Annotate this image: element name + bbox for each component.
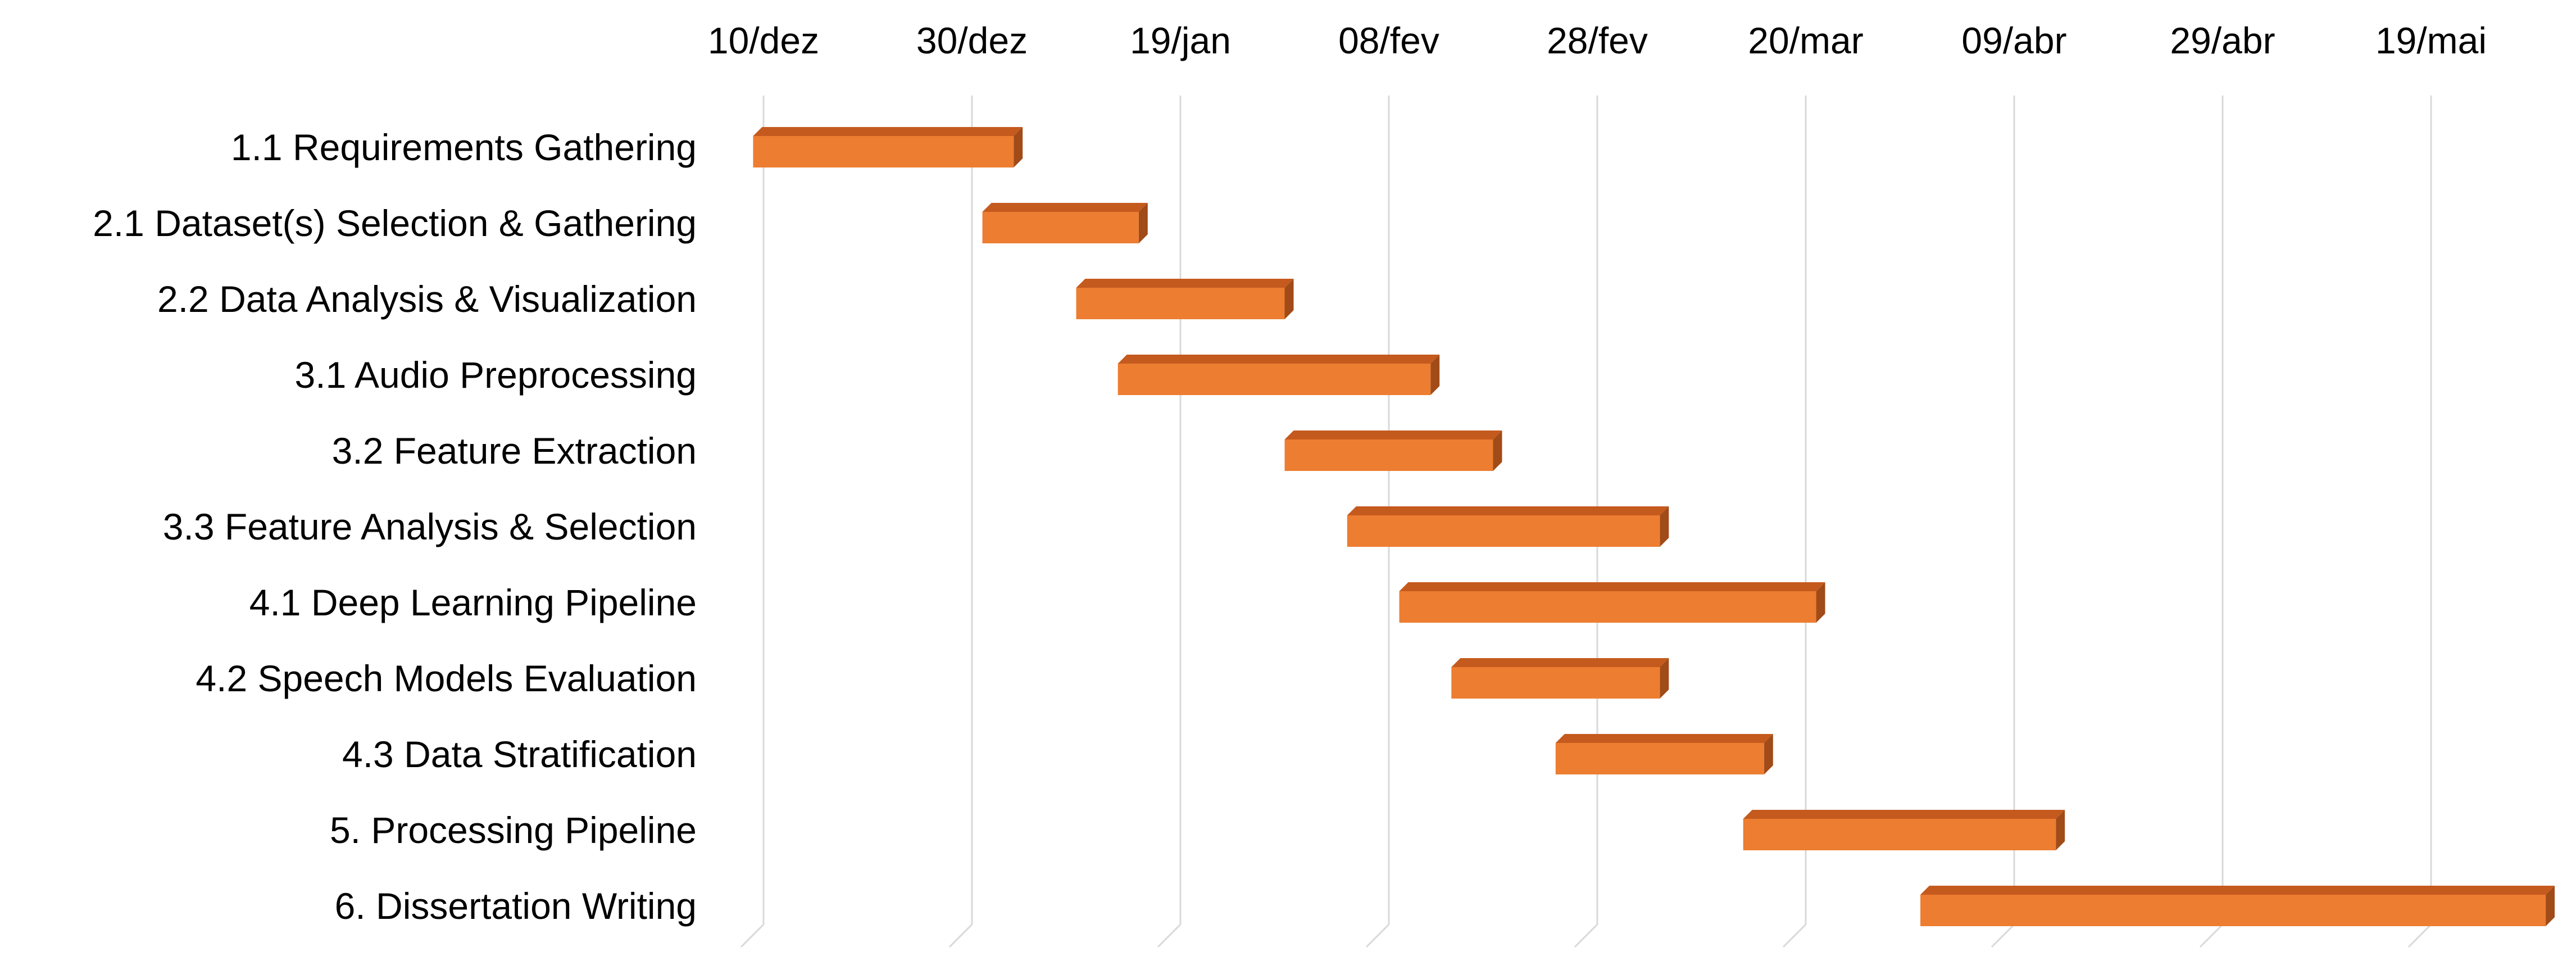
task-bar-top [1555, 734, 1773, 743]
task-bar-4-2-speech-models-evaluation [1451, 658, 1669, 699]
task-bar-top [1451, 658, 1669, 667]
task-bar-5-processing-pipeline [1743, 810, 2065, 850]
x-axis-ticks: 10/dez 30/dez 19/jan 08/fev 28/fev 20/mar 09/a… [708, 20, 2487, 61]
task-bar-side [2056, 810, 2065, 850]
task-bar-face [1076, 288, 1285, 319]
task-bar-side [1430, 355, 1440, 395]
task-bar-face [1347, 515, 1660, 547]
task-bar-face [1117, 364, 1431, 395]
gridline-foot-28-fev [1574, 923, 1598, 948]
task-bar-face [982, 212, 1139, 243]
task-bar-face [1451, 667, 1660, 699]
task-label: 4.3 Data Stratification [342, 733, 697, 775]
x-tick-label: 09/abr [1961, 20, 2066, 61]
task-bar-top [753, 127, 1023, 136]
task-bar-top [1117, 355, 1440, 364]
task-bar-4-3-data-stratification [1555, 734, 1773, 774]
task-bar-face [1920, 895, 2546, 926]
gridline-foot-10-dez [740, 923, 765, 948]
task-bar-side [1816, 582, 1825, 623]
task-bar-side [1493, 430, 1502, 471]
task-bar-top [1743, 810, 2065, 819]
task-label: 4.1 Deep Learning Pipeline [249, 582, 697, 623]
task-bar-side [2546, 886, 2555, 926]
x-tick-label: 10/dez [708, 20, 819, 61]
task-bar-side [1764, 734, 1773, 774]
task-bar-face [1399, 591, 1816, 623]
task-bars [753, 127, 2555, 926]
task-bar-top [1076, 279, 1294, 288]
gridline-foot-19-jan [1157, 923, 1182, 948]
x-tick-label: 30/dez [916, 20, 1028, 61]
task-bar-side [1138, 203, 1148, 243]
task-label: 3.2 Feature Extraction [332, 430, 697, 472]
task-label: 2.2 Data Analysis & Visualization [157, 278, 697, 320]
gridline-foot-19-mai [2407, 923, 2432, 948]
gridline-foot-20-mar [1782, 923, 1807, 948]
task-bar-top [1920, 886, 2555, 895]
gridline-foot-09-abr [1991, 923, 2015, 948]
x-tick-label: 29/abr [2170, 20, 2275, 61]
x-tick-label: 28/fev [1547, 20, 1648, 61]
gridline-foot-08-fev [1365, 923, 1390, 948]
task-bar-top [1347, 506, 1669, 515]
task-bar-face [1555, 743, 1764, 774]
task-bar-3-2-feature-extraction [1284, 430, 1502, 471]
x-tick-label: 19/mai [2375, 20, 2487, 61]
task-bar-4-1-deep-learning-pipeline [1399, 582, 1825, 623]
task-bar-top [1284, 430, 1502, 439]
task-bar-side [1284, 279, 1294, 319]
task-bar-face [1743, 819, 2056, 850]
gridline-foot-30-dez [948, 923, 973, 948]
x-tick-label: 08/fev [1338, 20, 1439, 61]
task-label: 5. Processing Pipeline [330, 809, 697, 851]
task-label: 2.1 Dataset(s) Selection & Gathering [93, 202, 697, 244]
task-bar-side [1660, 506, 1669, 547]
task-label: 6. Dissertation Writing [335, 885, 697, 927]
task-label: 4.2 Speech Models Evaluation [196, 658, 697, 699]
task-label: 1.1 Requirements Gathering [231, 126, 697, 168]
task-bar-side [1014, 127, 1023, 167]
task-label: 3.3 Feature Analysis & Selection [163, 506, 697, 547]
task-label: 3.1 Audio Preprocessing [295, 354, 697, 396]
task-bar-6-dissertation-writing [1920, 886, 2555, 926]
task-bar-face [1284, 439, 1493, 471]
task-bar-2-2-data-analysis-visualization [1076, 279, 1294, 319]
task-bar-face [753, 136, 1014, 167]
task-bar-side [1660, 658, 1669, 699]
task-bar-top [1399, 582, 1825, 591]
x-tick-label: 20/mar [1748, 20, 1863, 61]
gridline-foot-29-abr [2199, 923, 2224, 948]
task-bar-3-3-feature-analysis-selection [1347, 506, 1669, 547]
task-bar-3-1-audio-preprocessing [1117, 355, 1440, 395]
task-bar-1-1-requirements-gathering [753, 127, 1023, 167]
task-labels: 1.1 Requirements Gathering 2.1 Dataset(s)… [93, 126, 697, 927]
task-bar-2-1-dataset-s-selection-gathering [982, 203, 1148, 243]
x-tick-label: 19/jan [1130, 20, 1231, 61]
task-bar-top [982, 203, 1148, 212]
